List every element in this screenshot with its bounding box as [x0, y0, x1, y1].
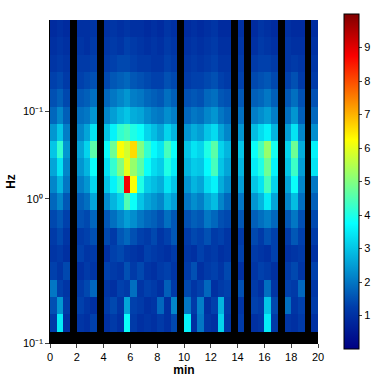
svg-text:14: 14 — [231, 351, 243, 363]
svg-text:3: 3 — [364, 242, 370, 254]
svg-text:10: 10 — [178, 351, 190, 363]
svg-text:8: 8 — [154, 351, 160, 363]
svg-text:6: 6 — [364, 142, 370, 154]
svg-text:20: 20 — [312, 351, 324, 363]
svg-text:7: 7 — [364, 108, 370, 120]
svg-text:10⁻¹: 10⁻¹ — [23, 337, 43, 349]
svg-text:2: 2 — [74, 351, 80, 363]
svg-text:Hz: Hz — [4, 174, 18, 189]
svg-text:0: 0 — [47, 351, 53, 363]
svg-text:min: min — [173, 363, 194, 377]
svg-text:5: 5 — [364, 175, 370, 187]
svg-text:8: 8 — [364, 75, 370, 87]
svg-text:4: 4 — [101, 351, 107, 363]
svg-text:18: 18 — [285, 351, 297, 363]
svg-text:12: 12 — [205, 351, 217, 363]
svg-text:4: 4 — [364, 209, 370, 221]
svg-text:10⁰: 10⁰ — [27, 193, 43, 205]
svg-text:1: 1 — [364, 309, 370, 321]
svg-text:9: 9 — [364, 41, 370, 53]
svg-text:16: 16 — [258, 351, 270, 363]
svg-text:10⁻¹: 10⁻¹ — [23, 105, 43, 117]
svg-text:2: 2 — [364, 276, 370, 288]
svg-text:6: 6 — [127, 351, 133, 363]
